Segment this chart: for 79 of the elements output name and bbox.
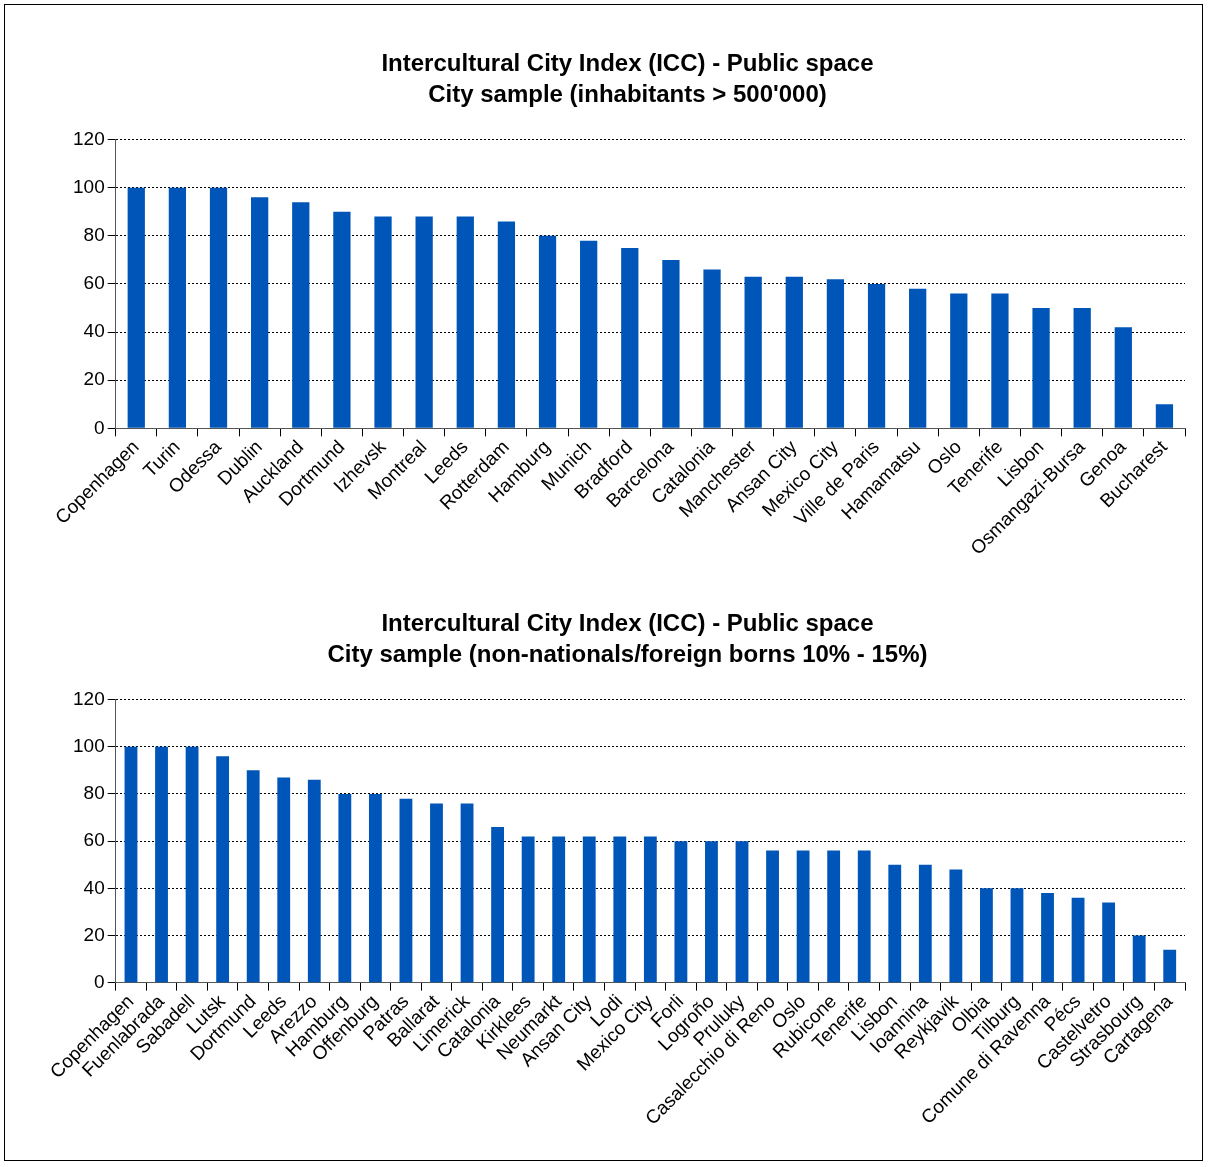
y-tick-label: 40 [83, 320, 105, 342]
bar [491, 826, 505, 983]
bar [1071, 897, 1085, 983]
bar [216, 756, 230, 983]
bar [796, 850, 810, 983]
bar [857, 850, 871, 983]
bar [1073, 308, 1091, 428]
y-tick-label: 80 [83, 224, 105, 246]
bar [991, 293, 1009, 428]
bar [643, 836, 657, 983]
y-tick-label: 100 [73, 175, 105, 197]
y-tick-label: 120 [73, 127, 105, 149]
bar [521, 836, 535, 983]
bar [1041, 893, 1054, 983]
y-tick-label: 60 [83, 829, 105, 851]
y-tick-label: 20 [83, 368, 105, 390]
bar [456, 216, 474, 428]
bar [580, 240, 598, 428]
bar [735, 841, 749, 983]
chart-title: Intercultural City Index (ICC) - Public space [381, 49, 874, 77]
bar [430, 803, 443, 983]
bar [374, 216, 392, 428]
bar [613, 836, 627, 983]
y-tick-label: 60 [83, 272, 105, 294]
bar [251, 197, 269, 428]
bar [168, 187, 187, 428]
bar [703, 269, 721, 428]
bar [1155, 404, 1174, 428]
bar [277, 777, 291, 983]
bar [785, 276, 803, 428]
y-tick-label: 20 [83, 923, 105, 945]
bar [1132, 935, 1146, 983]
bar [338, 793, 352, 983]
bar [662, 259, 680, 428]
bar [497, 221, 516, 428]
bar [909, 288, 927, 428]
chart-title: Intercultural City Index (ICC) - Public space [381, 609, 874, 637]
bar [185, 746, 199, 983]
bar [415, 216, 433, 428]
bar [307, 779, 321, 983]
bar [155, 746, 168, 983]
y-tick-label: 100 [73, 735, 105, 757]
bar [621, 247, 639, 428]
y-tick-label: 0 [94, 416, 105, 438]
bar [827, 850, 841, 983]
bar [918, 864, 932, 983]
bar [1114, 327, 1132, 428]
bar [368, 793, 382, 983]
bar [1102, 902, 1116, 983]
bar [333, 211, 351, 428]
bar [460, 803, 474, 983]
bar [766, 850, 779, 983]
bar [209, 187, 228, 428]
y-tick-label: 40 [83, 876, 105, 898]
y-tick-label: 80 [83, 782, 105, 804]
bar [552, 836, 566, 983]
bar [867, 283, 886, 428]
bar [674, 841, 688, 983]
bar [538, 235, 557, 428]
bar [124, 746, 138, 983]
chart-subtitle: City sample (non-nationals/foreign borns 10% - 15%) [327, 639, 928, 667]
y-tick-label: 120 [73, 687, 105, 709]
bar [949, 869, 963, 983]
bar [127, 187, 145, 428]
bar [744, 276, 762, 428]
bar [980, 888, 993, 983]
bar [1032, 308, 1050, 428]
bar [399, 798, 413, 983]
bar [950, 293, 968, 428]
bar [582, 836, 596, 983]
bar [1010, 888, 1024, 983]
bar [292, 202, 310, 428]
bar [705, 841, 718, 983]
bar [888, 864, 902, 983]
bar [1163, 949, 1177, 983]
bar [246, 770, 260, 983]
y-tick-label: 0 [94, 970, 105, 992]
bar [826, 279, 845, 428]
chart-subtitle: City sample (inhabitants > 500'000) [428, 79, 827, 107]
